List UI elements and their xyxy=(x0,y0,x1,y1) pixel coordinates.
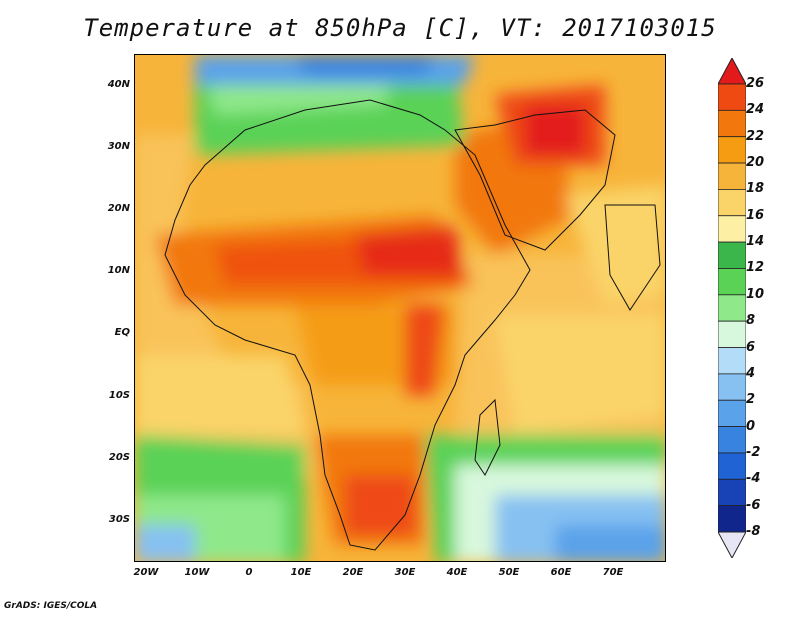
colorbar-label: 8 xyxy=(746,313,756,329)
lat-label-30n: 30N xyxy=(107,141,130,152)
temperature-map xyxy=(135,55,665,561)
colorbar-label: 4 xyxy=(746,365,756,381)
lon-label-10e: 10E xyxy=(290,567,312,578)
colorbar-segment xyxy=(718,109,746,138)
lon-label-0: 0 xyxy=(245,567,253,578)
lon-label-10w: 10W xyxy=(184,567,210,578)
colorbar-segment xyxy=(718,241,746,269)
lon-label-30e: 30E xyxy=(394,567,416,578)
lat-label-30s: 30S xyxy=(108,514,130,525)
colorbar-label: -2 xyxy=(746,444,761,460)
colorbar-label: -8 xyxy=(746,524,761,539)
lon-label-70e: 70E xyxy=(602,567,624,578)
colorbar-label: 20 xyxy=(746,155,765,171)
colorbar-segment xyxy=(718,399,746,427)
lat-label-20s: 20S xyxy=(108,452,130,463)
lat-label-20n: 20N xyxy=(107,203,130,214)
temperature-field xyxy=(135,55,665,561)
colorbar-label: 26 xyxy=(746,76,765,91)
colorbar-label: 14 xyxy=(746,234,765,250)
footer-credit: GrADS: IGES/COLA xyxy=(4,601,98,611)
lat-label-10n: 10N xyxy=(107,265,130,276)
colorbar-label: 12 xyxy=(746,260,765,276)
colorbar-top-arrow xyxy=(718,58,746,85)
colorbar-segment xyxy=(718,505,746,533)
colorbar-segment xyxy=(718,189,746,217)
colorbar-label: 0 xyxy=(746,418,756,434)
colorbar-segment xyxy=(718,452,746,480)
colorbar-segment xyxy=(718,478,746,507)
lon-label-50e: 50E xyxy=(498,567,520,578)
colorbar-label: -4 xyxy=(746,471,761,487)
coastlines xyxy=(164,99,661,551)
colorbar-label: 18 xyxy=(746,181,765,197)
colorbar-segments xyxy=(718,83,746,533)
lon-label-20e: 20E xyxy=(342,567,364,578)
colorbar-label: -6 xyxy=(746,497,761,513)
lon-label-60e: 60E xyxy=(550,567,572,578)
map-panel xyxy=(134,54,666,562)
colorbar-label: 24 xyxy=(746,102,765,118)
colorbar xyxy=(718,58,746,558)
colorbar-segment xyxy=(718,373,746,401)
lat-label-eq: EQ xyxy=(114,327,130,338)
lon-label-40e: 40E xyxy=(446,567,468,578)
colorbar-segment xyxy=(718,294,746,322)
colorbar-segment xyxy=(718,320,746,348)
colorbar-label: 10 xyxy=(746,286,765,302)
colorbar-segment xyxy=(718,215,746,243)
colorbar-segment xyxy=(718,426,746,454)
lat-label-40n: 40N xyxy=(107,79,130,90)
colorbar-segment xyxy=(718,162,746,190)
lat-label-10s: 10S xyxy=(108,390,130,401)
page-title: Temperature at 850hPa [C], VT: 201710301… xyxy=(83,14,717,42)
colorbar-segment xyxy=(718,347,746,375)
colorbar-bottom-arrow xyxy=(718,531,746,558)
lon-label-20w: 20W xyxy=(133,567,159,578)
colorbar-segment xyxy=(718,268,746,296)
colorbar-label: 22 xyxy=(746,128,765,144)
colorbar-segment xyxy=(718,83,746,111)
colorbar-segment xyxy=(718,136,746,164)
colorbar-label: 2 xyxy=(746,392,756,408)
colorbar-label: 6 xyxy=(746,339,756,355)
colorbar-label: 16 xyxy=(746,207,765,223)
